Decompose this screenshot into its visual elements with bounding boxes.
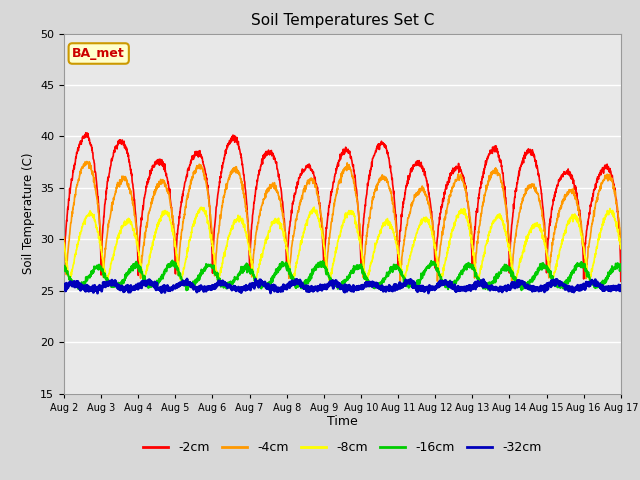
X-axis label: Time: Time [327, 415, 358, 429]
Y-axis label: Soil Temperature (C): Soil Temperature (C) [22, 153, 35, 275]
Text: BA_met: BA_met [72, 47, 125, 60]
Legend: -2cm, -4cm, -8cm, -16cm, -32cm: -2cm, -4cm, -8cm, -16cm, -32cm [138, 436, 547, 459]
Title: Soil Temperatures Set C: Soil Temperatures Set C [251, 13, 434, 28]
